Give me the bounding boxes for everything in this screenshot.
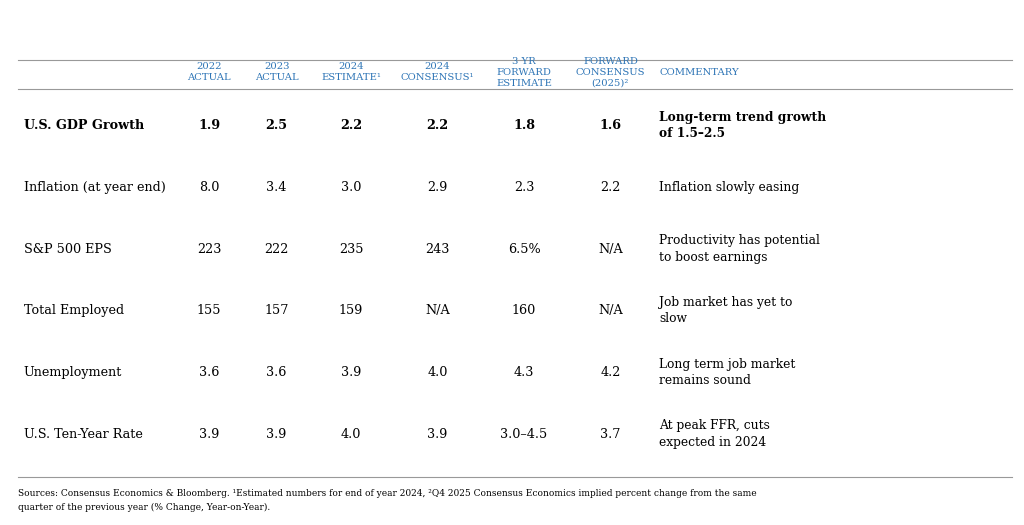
- Text: 6.5%: 6.5%: [508, 243, 541, 256]
- Text: 157: 157: [264, 304, 289, 317]
- Text: 3.6: 3.6: [266, 366, 287, 379]
- Text: 2.5: 2.5: [265, 119, 288, 132]
- Text: 1.9: 1.9: [198, 119, 220, 132]
- Text: 3.9: 3.9: [427, 427, 447, 440]
- Text: U.S. Ten-Year Rate: U.S. Ten-Year Rate: [24, 427, 142, 440]
- Text: Productivity has potential
to boost earnings: Productivity has potential to boost earn…: [659, 234, 820, 264]
- Text: 3.7: 3.7: [600, 427, 621, 440]
- Text: N/A: N/A: [598, 304, 623, 317]
- Text: 3.9: 3.9: [199, 427, 219, 440]
- Text: 222: 222: [264, 243, 289, 256]
- Text: 155: 155: [197, 304, 221, 317]
- Text: COMMENTARY: COMMENTARY: [659, 68, 739, 77]
- Text: 2024
ESTIMATE¹: 2024 ESTIMATE¹: [322, 62, 381, 82]
- Text: 4.0: 4.0: [427, 366, 447, 379]
- Text: 1.6: 1.6: [599, 119, 622, 132]
- Text: 2.3: 2.3: [514, 181, 535, 194]
- Text: 2023
ACTUAL: 2023 ACTUAL: [255, 62, 299, 82]
- Text: 160: 160: [512, 304, 537, 317]
- Text: 8.0: 8.0: [199, 181, 219, 194]
- Text: Inflation slowly easing: Inflation slowly easing: [659, 181, 800, 194]
- Text: N/A: N/A: [598, 243, 623, 256]
- Text: 4.2: 4.2: [600, 366, 621, 379]
- Text: 3.6: 3.6: [199, 366, 219, 379]
- Text: 4.3: 4.3: [514, 366, 535, 379]
- Text: 235: 235: [339, 243, 364, 256]
- Text: Job market has yet to
slow: Job market has yet to slow: [659, 296, 793, 326]
- Text: Unemployment: Unemployment: [24, 366, 122, 379]
- Text: 159: 159: [339, 304, 364, 317]
- Text: 243: 243: [425, 243, 450, 256]
- Text: 2.2: 2.2: [600, 181, 621, 194]
- Text: 3 YR
FORWARD
ESTIMATE: 3 YR FORWARD ESTIMATE: [496, 57, 552, 88]
- Text: S&P 500 EPS: S&P 500 EPS: [24, 243, 112, 256]
- Text: 1.8: 1.8: [513, 119, 535, 132]
- Text: 2022
ACTUAL: 2022 ACTUAL: [187, 62, 231, 82]
- Text: U.S. GDP Growth: U.S. GDP Growth: [24, 119, 143, 132]
- Text: Sources: Consensus Economics & Bloomberg. ¹Estimated numbers for end of year 202: Sources: Consensus Economics & Bloomberg…: [18, 489, 757, 498]
- Text: Inflation (at year end): Inflation (at year end): [24, 181, 166, 194]
- Text: 223: 223: [197, 243, 221, 256]
- Text: 2.2: 2.2: [427, 119, 449, 132]
- Text: 3.0–4.5: 3.0–4.5: [501, 427, 548, 440]
- Text: 2024
CONSENSUS¹: 2024 CONSENSUS¹: [400, 62, 474, 82]
- Text: N/A: N/A: [425, 304, 450, 317]
- Text: 3.0: 3.0: [341, 181, 361, 194]
- Text: FORWARD
CONSENSUS
(2025)²: FORWARD CONSENSUS (2025)²: [575, 57, 645, 88]
- Text: 3.4: 3.4: [266, 181, 287, 194]
- Text: At peak FFR, cuts
expected in 2024: At peak FFR, cuts expected in 2024: [659, 419, 770, 449]
- Text: quarter of the previous year (% Change, Year-on-Year).: quarter of the previous year (% Change, …: [18, 503, 270, 512]
- Text: Long-term trend growth
of 1.5–2.5: Long-term trend growth of 1.5–2.5: [659, 111, 826, 140]
- Text: 2.2: 2.2: [340, 119, 362, 132]
- Text: 4.0: 4.0: [341, 427, 361, 440]
- Text: 3.9: 3.9: [266, 427, 287, 440]
- Text: Total Employed: Total Employed: [24, 304, 124, 317]
- Text: Long term job market
remains sound: Long term job market remains sound: [659, 358, 796, 387]
- Text: 2.9: 2.9: [427, 181, 447, 194]
- Text: 3.9: 3.9: [341, 366, 361, 379]
